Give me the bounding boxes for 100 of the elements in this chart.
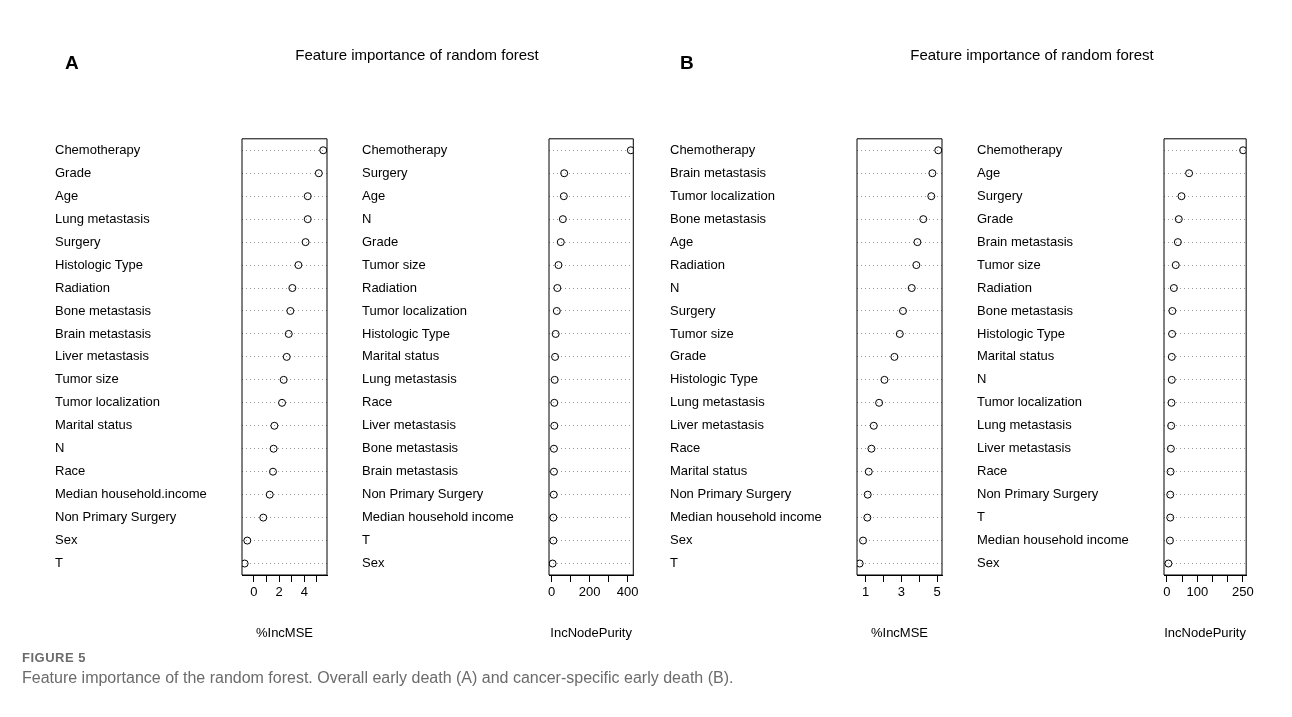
point bbox=[552, 306, 561, 315]
x-axis-title: IncNodePurity bbox=[550, 624, 633, 640]
y-tick-label: Radiation bbox=[55, 279, 110, 295]
y-tick-label: Race bbox=[362, 394, 393, 410]
point bbox=[1167, 398, 1176, 407]
x-axis-title: %IncMSE bbox=[870, 624, 929, 640]
point bbox=[550, 398, 559, 407]
x-tick-label: 2 bbox=[275, 584, 283, 600]
y-tick-label: T bbox=[670, 555, 678, 571]
point bbox=[284, 329, 293, 338]
y-tick-label: Median household.income bbox=[55, 486, 207, 502]
point bbox=[278, 398, 287, 407]
point bbox=[265, 490, 274, 499]
y-tick-label: Surgery bbox=[55, 233, 102, 249]
point bbox=[554, 261, 563, 270]
point bbox=[1168, 329, 1177, 338]
point bbox=[863, 490, 872, 499]
y-tick-label: Age bbox=[362, 187, 386, 203]
y-tick-label: Surgery bbox=[977, 187, 1024, 203]
point bbox=[549, 490, 558, 499]
point bbox=[1166, 513, 1175, 522]
point bbox=[1167, 352, 1176, 361]
y-tick-label: Lung metastasis bbox=[670, 394, 766, 410]
y-tick-label: Sex bbox=[977, 555, 1000, 571]
point bbox=[864, 467, 873, 476]
point bbox=[880, 375, 889, 384]
y-tick-label: Tumor localization bbox=[55, 394, 161, 410]
point bbox=[857, 559, 864, 568]
y-tick-label: Marital status bbox=[977, 348, 1055, 364]
x-axis-title: IncNodePurity bbox=[1164, 624, 1247, 640]
x-tick-label: 1 bbox=[862, 584, 870, 600]
y-tick-label: T bbox=[977, 509, 985, 525]
y-tick-label: Marital status bbox=[362, 348, 440, 364]
x-tick-label: 0 bbox=[1163, 584, 1171, 600]
y-tick-label: Age bbox=[670, 233, 694, 249]
text: Feature importance of random forest bbox=[295, 46, 539, 63]
y-tick-label: Bone metastasis bbox=[977, 302, 1074, 318]
y-tick-label: Tumor size bbox=[977, 256, 1041, 272]
point bbox=[863, 513, 872, 522]
x-tick-label: 200 bbox=[578, 584, 601, 600]
y-tick-label: Non Primary Surgery bbox=[977, 486, 1099, 502]
point bbox=[549, 559, 557, 568]
x-axis-title: %IncMSE bbox=[255, 624, 314, 640]
y-tick-label: Sex bbox=[670, 532, 693, 548]
x-tick-label: 400 bbox=[616, 584, 639, 600]
point bbox=[269, 444, 278, 453]
point bbox=[1185, 169, 1194, 178]
point bbox=[895, 329, 904, 338]
point bbox=[294, 261, 303, 270]
point bbox=[549, 467, 558, 476]
point bbox=[553, 284, 562, 293]
x-tick-label: 0 bbox=[548, 584, 556, 600]
point bbox=[268, 467, 277, 476]
y-tick-label: Median household income bbox=[362, 509, 514, 525]
point bbox=[1173, 238, 1182, 247]
y-tick-label: N bbox=[362, 210, 372, 226]
y-tick-label: Median household income bbox=[670, 509, 822, 525]
point bbox=[559, 192, 568, 201]
point bbox=[279, 375, 288, 384]
y-tick-label: Age bbox=[977, 164, 1001, 180]
point bbox=[1174, 215, 1183, 224]
x-tick-label: 250 bbox=[1231, 584, 1254, 600]
y-tick-label: Tumor localization bbox=[977, 394, 1083, 410]
point bbox=[934, 146, 942, 155]
point bbox=[912, 261, 921, 270]
y-tick-label: Lung metastasis bbox=[55, 210, 151, 226]
y-tick-label: Brain metastasis bbox=[362, 463, 459, 479]
point bbox=[1167, 375, 1176, 384]
text: Feature importance of random forest bbox=[910, 46, 1154, 63]
point bbox=[928, 169, 937, 178]
point bbox=[1167, 421, 1176, 430]
point bbox=[242, 559, 249, 568]
point bbox=[314, 169, 323, 178]
point bbox=[1164, 559, 1173, 568]
y-tick-label: N bbox=[55, 440, 65, 456]
y-tick-label: Liver metastasis bbox=[362, 417, 457, 433]
point bbox=[1171, 261, 1180, 270]
point bbox=[270, 421, 279, 430]
text: B bbox=[680, 52, 694, 74]
point bbox=[1166, 467, 1175, 476]
y-tick-label: Brain metastasis bbox=[977, 233, 1074, 249]
y-tick-label: Histologic Type bbox=[977, 325, 1065, 341]
x-tick-label: 3 bbox=[897, 584, 905, 600]
y-tick-label: Tumor localization bbox=[670, 187, 776, 203]
point bbox=[558, 215, 567, 224]
y-tick-label: Radiation bbox=[670, 256, 725, 272]
point bbox=[927, 192, 936, 201]
y-tick-label: Bone metastasis bbox=[362, 440, 459, 456]
point bbox=[1165, 536, 1174, 545]
point bbox=[551, 329, 560, 338]
y-tick-label: Lung metastasis bbox=[362, 371, 458, 387]
y-tick-label: Chemotherapy bbox=[55, 141, 141, 157]
point bbox=[549, 536, 558, 545]
point bbox=[288, 284, 297, 293]
y-tick-label: Lung metastasis bbox=[977, 417, 1073, 433]
y-tick-label: Non Primary Surgery bbox=[362, 486, 484, 502]
y-tick-label: N bbox=[670, 279, 680, 295]
point bbox=[551, 352, 560, 361]
y-tick-label: Tumor size bbox=[55, 371, 119, 387]
point bbox=[1166, 490, 1175, 499]
